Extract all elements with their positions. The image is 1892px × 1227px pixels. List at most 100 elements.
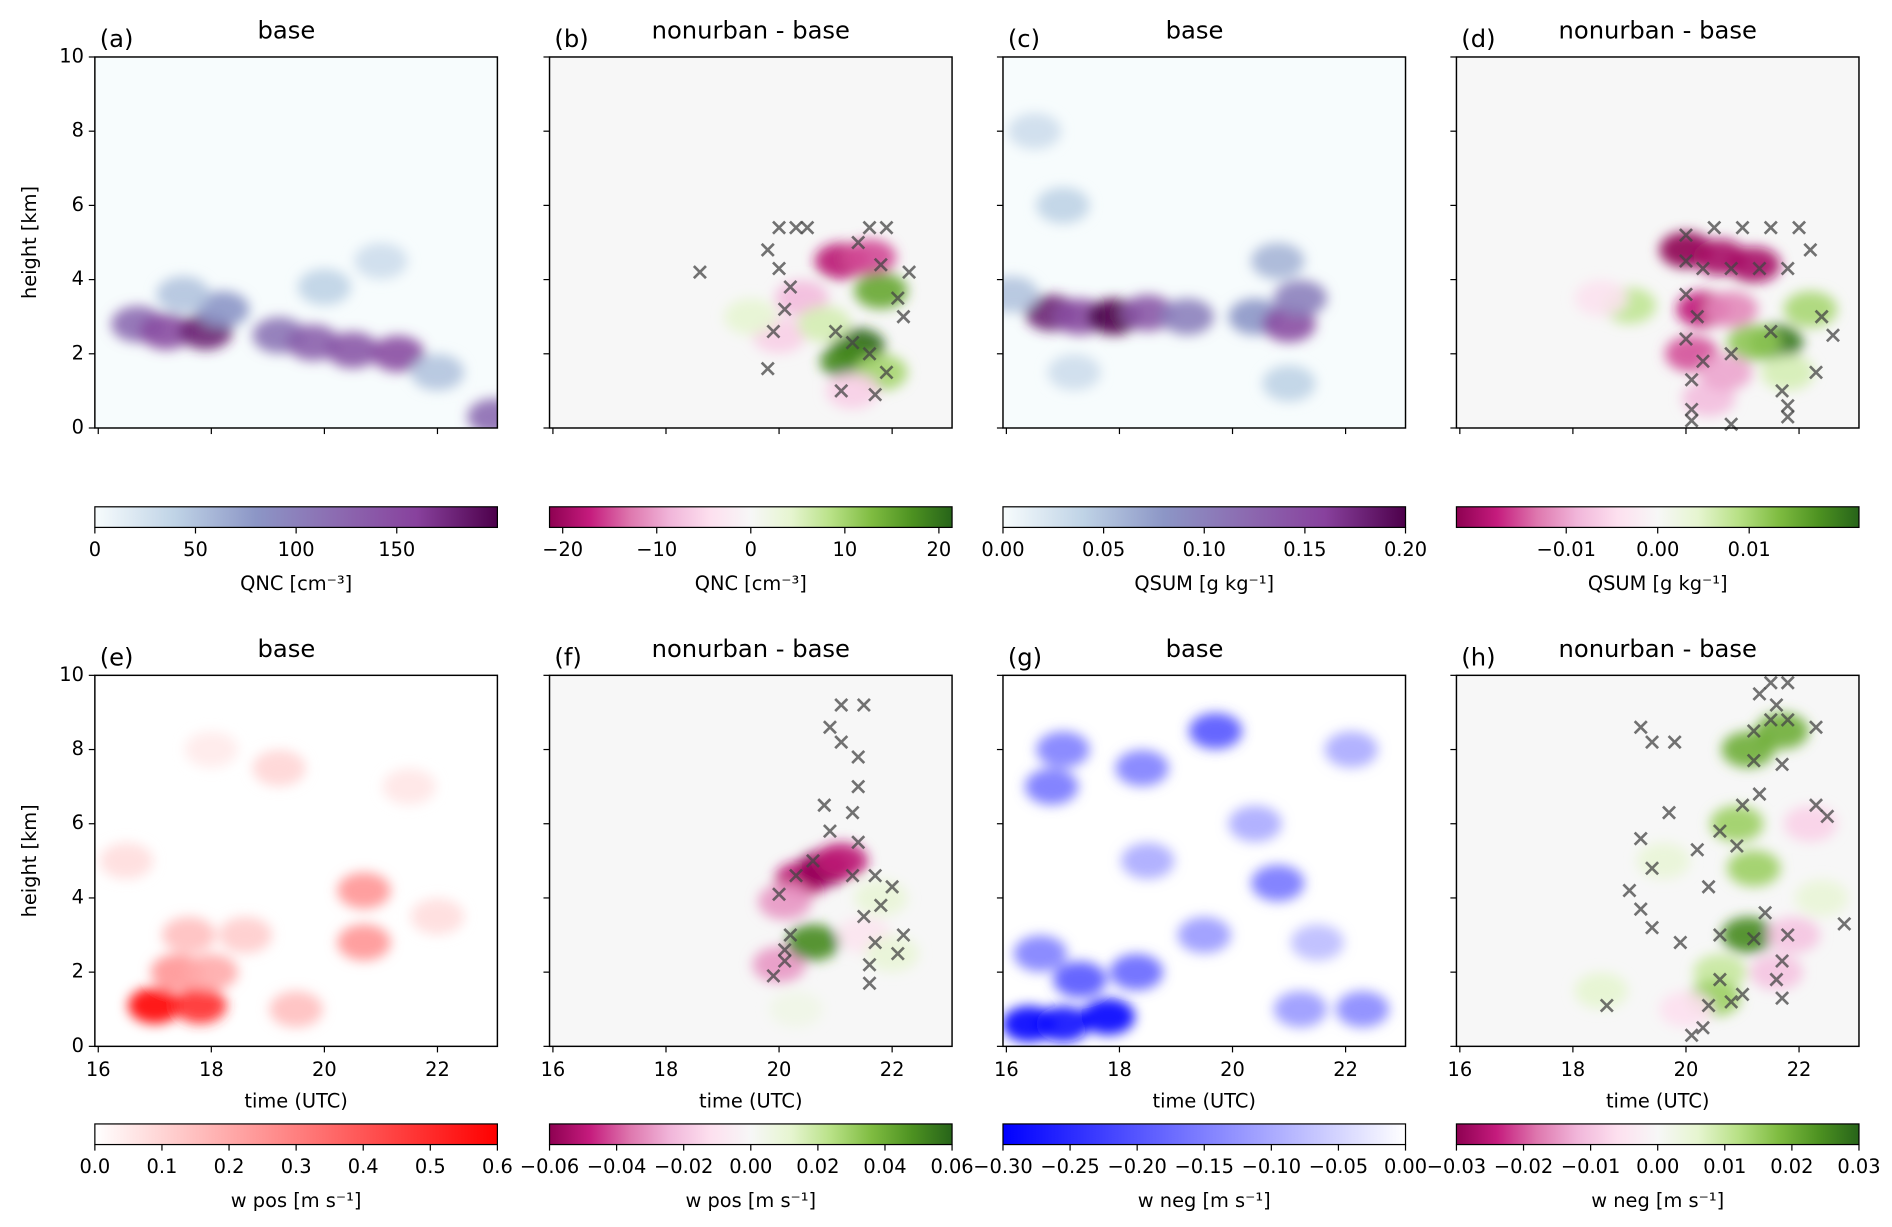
colorbar-tick-label: 0.15 <box>1283 538 1326 561</box>
heat-cell <box>269 991 323 1028</box>
colorbar-label: QSUM [g kg⁻¹] <box>1134 572 1274 595</box>
panel-title: nonurban - base <box>652 634 850 663</box>
significance-marker <box>1735 798 1750 813</box>
panel: 16 18 20 22 (g) base time (UTC) −0.30 −0.25 −0.20… <box>973 634 1427 1212</box>
significance-marker <box>1820 809 1835 824</box>
panel-title: base <box>1166 634 1224 663</box>
significance-marker <box>1684 413 1699 428</box>
heat-cell <box>1036 187 1090 224</box>
heat-cell <box>1749 953 1804 991</box>
significance-marker <box>1814 309 1829 324</box>
y-tick-label: 2 <box>72 960 84 983</box>
significance-marker <box>1746 723 1761 738</box>
heat-cell <box>337 924 391 961</box>
colorbar-tick-label: −0.25 <box>1040 1155 1099 1178</box>
y-tick-label: 2 <box>72 341 84 364</box>
x-tick-label: 20 <box>767 1058 792 1081</box>
significance-marker <box>1684 402 1699 417</box>
significance-marker <box>1825 328 1840 343</box>
panel-title: nonurban - base <box>1559 16 1757 45</box>
heat-cell <box>1335 991 1390 1028</box>
colorbar-tick-label: 20 <box>927 538 952 561</box>
colorbar-tick-label: 0.20 <box>1384 538 1427 561</box>
panel: 16 18 20 22 (f) nonurban - base time (UTC) −0.0… <box>520 634 974 1212</box>
heat-cell <box>814 842 868 880</box>
significance-marker <box>896 309 911 324</box>
heat-cell <box>1081 998 1135 1035</box>
colorbar <box>1455 1123 1860 1146</box>
significance-marker <box>1645 861 1660 876</box>
colorbar-tick-label: −0.15 <box>1175 1155 1234 1178</box>
x-axis-label: time (UTC) <box>699 1090 802 1113</box>
significance-marker <box>1695 1020 1710 1035</box>
significance-marker <box>822 720 837 735</box>
panel: 0 2 4 6 8 10 (a) base height [km] 0 50 100 150 QNC [c… <box>18 16 499 595</box>
significance-marker <box>1712 928 1727 943</box>
heat-cell <box>1177 916 1231 954</box>
significance-marker <box>1780 398 1795 413</box>
heat-cell <box>1574 972 1628 1009</box>
significance-marker <box>1746 931 1761 946</box>
significance-marker <box>890 946 905 961</box>
panel-frame <box>548 674 953 1048</box>
significance-marker <box>1690 842 1705 857</box>
significance-marker <box>1684 372 1699 387</box>
heat-cell <box>252 749 306 787</box>
significance-marker <box>1684 1028 1699 1043</box>
significance-marker <box>789 868 804 883</box>
significance-marker <box>862 957 877 972</box>
heatmap <box>111 242 498 428</box>
significance-marker <box>1724 994 1739 1009</box>
x-tick-label: 22 <box>425 1058 450 1081</box>
y-tick-label: 10 <box>59 44 84 67</box>
colorbar-tick-label: −0.05 <box>1309 1155 1368 1178</box>
significance-marker <box>1712 824 1727 839</box>
significance-marker <box>851 749 866 764</box>
significance-marker <box>1769 972 1784 987</box>
panel: (b) nonurban - base −20 −10 0 10 20 QNC [cm⁻³] <box>542 16 953 595</box>
colorbar <box>1002 506 1407 529</box>
colorbar-tick-label: −0.04 <box>587 1155 646 1178</box>
panel-title: base <box>258 16 316 45</box>
heat-cell <box>1262 365 1316 402</box>
heatmap <box>1002 712 1390 1043</box>
x-tick-label: 18 <box>1561 1058 1586 1081</box>
colorbar-tick-label: −0.03 <box>1427 1155 1486 1178</box>
panel-label: (e) <box>100 642 134 671</box>
panel-frame <box>94 56 499 429</box>
significance-marker <box>1701 998 1716 1013</box>
heat-cell <box>1115 749 1169 787</box>
y-tick-label: 8 <box>72 119 84 142</box>
colorbar-tick-label: 150 <box>378 538 415 561</box>
significance-marker <box>845 335 860 350</box>
x-tick-label: 20 <box>312 1058 337 1081</box>
significance-marker <box>834 698 849 713</box>
y-tick-label: 6 <box>72 811 84 834</box>
significance-marker <box>1775 991 1790 1006</box>
significance-marker <box>1662 805 1677 820</box>
significance-marker <box>692 265 707 280</box>
panel-frame <box>1455 674 1860 1048</box>
panel-label: (a) <box>100 24 134 53</box>
significance-marker <box>845 868 860 883</box>
significance-marker <box>1667 735 1682 750</box>
heat-cell <box>162 916 216 954</box>
colorbar-label: w neg [m s⁻¹] <box>1591 1189 1724 1212</box>
significance-marker <box>1809 720 1824 735</box>
x-axis-label: time (UTC) <box>244 1090 347 1113</box>
significance-marker <box>1678 228 1693 243</box>
colorbar-tick-label: 0.1 <box>147 1155 178 1178</box>
heat-cell <box>156 276 210 313</box>
heat-cell <box>1036 731 1090 768</box>
significance-marker <box>828 324 843 339</box>
significance-marker <box>777 942 792 957</box>
colorbar <box>548 1123 953 1146</box>
panel-background <box>549 675 953 1047</box>
heat-cell <box>752 946 806 983</box>
heat-cell <box>1704 291 1758 328</box>
significance-marker <box>851 779 866 794</box>
colorbar-tick-label: 0.00 <box>729 1155 772 1178</box>
colorbar-tick-label: 0.04 <box>863 1155 906 1178</box>
